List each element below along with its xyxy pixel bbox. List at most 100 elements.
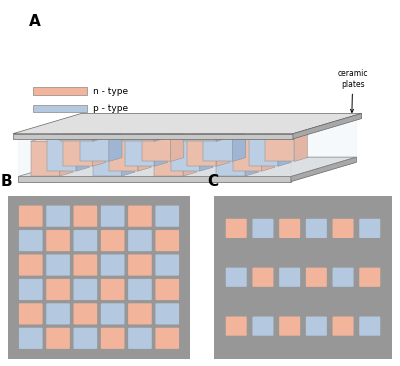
FancyBboxPatch shape xyxy=(101,254,124,276)
FancyBboxPatch shape xyxy=(359,268,380,287)
Polygon shape xyxy=(291,114,356,176)
FancyBboxPatch shape xyxy=(128,328,152,349)
FancyBboxPatch shape xyxy=(279,317,300,336)
Polygon shape xyxy=(76,133,109,137)
Polygon shape xyxy=(31,141,60,176)
FancyBboxPatch shape xyxy=(332,268,354,287)
FancyBboxPatch shape xyxy=(74,279,97,300)
FancyBboxPatch shape xyxy=(306,219,327,238)
FancyBboxPatch shape xyxy=(252,317,274,336)
FancyBboxPatch shape xyxy=(101,328,124,349)
Polygon shape xyxy=(171,120,216,123)
Polygon shape xyxy=(13,134,293,139)
FancyBboxPatch shape xyxy=(156,303,179,325)
FancyBboxPatch shape xyxy=(19,230,42,251)
FancyBboxPatch shape xyxy=(46,303,70,325)
Polygon shape xyxy=(187,124,200,132)
FancyBboxPatch shape xyxy=(156,254,179,276)
Polygon shape xyxy=(204,120,216,127)
Polygon shape xyxy=(171,123,184,161)
Text: A: A xyxy=(29,14,41,29)
Polygon shape xyxy=(138,133,171,137)
Polygon shape xyxy=(138,132,151,171)
Polygon shape xyxy=(18,176,291,182)
FancyBboxPatch shape xyxy=(101,279,124,300)
Polygon shape xyxy=(187,132,216,166)
Polygon shape xyxy=(64,128,106,132)
FancyBboxPatch shape xyxy=(252,268,274,287)
Polygon shape xyxy=(125,124,138,132)
FancyBboxPatch shape xyxy=(19,303,42,325)
Polygon shape xyxy=(80,123,122,127)
FancyBboxPatch shape xyxy=(74,230,97,251)
Polygon shape xyxy=(216,124,262,128)
Text: C: C xyxy=(207,174,218,189)
Polygon shape xyxy=(80,127,109,161)
Text: B: B xyxy=(1,174,12,189)
Polygon shape xyxy=(171,129,184,137)
Polygon shape xyxy=(92,124,138,128)
FancyBboxPatch shape xyxy=(74,254,97,276)
Polygon shape xyxy=(184,134,229,138)
Polygon shape xyxy=(232,120,278,123)
Polygon shape xyxy=(76,129,122,133)
FancyBboxPatch shape xyxy=(74,303,97,325)
Polygon shape xyxy=(47,132,89,137)
Polygon shape xyxy=(60,138,92,141)
FancyBboxPatch shape xyxy=(279,268,300,287)
FancyBboxPatch shape xyxy=(19,279,42,300)
Polygon shape xyxy=(249,124,262,132)
Polygon shape xyxy=(76,132,89,171)
Polygon shape xyxy=(294,123,308,161)
Polygon shape xyxy=(184,138,216,141)
Polygon shape xyxy=(204,127,232,161)
FancyBboxPatch shape xyxy=(19,328,42,349)
FancyBboxPatch shape xyxy=(74,206,97,227)
Text: electrical
connectors: electrical connectors xyxy=(149,140,221,163)
Polygon shape xyxy=(262,132,275,171)
Polygon shape xyxy=(265,127,294,161)
FancyBboxPatch shape xyxy=(128,303,152,325)
FancyBboxPatch shape xyxy=(101,206,124,227)
Polygon shape xyxy=(184,138,196,176)
Polygon shape xyxy=(154,141,184,176)
Polygon shape xyxy=(13,113,362,134)
FancyBboxPatch shape xyxy=(46,230,70,251)
FancyBboxPatch shape xyxy=(306,268,327,287)
FancyBboxPatch shape xyxy=(226,268,247,287)
Polygon shape xyxy=(154,134,168,141)
Polygon shape xyxy=(60,138,73,176)
Polygon shape xyxy=(122,138,154,141)
Polygon shape xyxy=(92,138,135,141)
Text: p - type: p - type xyxy=(93,104,128,113)
FancyBboxPatch shape xyxy=(128,279,152,300)
Polygon shape xyxy=(216,128,249,132)
Bar xyxy=(33,105,87,112)
Polygon shape xyxy=(92,141,122,176)
Polygon shape xyxy=(109,132,151,137)
FancyBboxPatch shape xyxy=(226,219,247,238)
Polygon shape xyxy=(200,129,246,133)
FancyBboxPatch shape xyxy=(19,206,42,227)
Polygon shape xyxy=(125,128,168,132)
Polygon shape xyxy=(142,123,184,127)
Polygon shape xyxy=(18,157,356,176)
Polygon shape xyxy=(18,133,291,176)
Polygon shape xyxy=(142,120,155,127)
Polygon shape xyxy=(125,132,154,166)
Polygon shape xyxy=(109,137,138,171)
Polygon shape xyxy=(249,132,278,166)
Polygon shape xyxy=(138,129,184,133)
Polygon shape xyxy=(232,123,265,127)
Polygon shape xyxy=(293,113,362,139)
Polygon shape xyxy=(171,137,200,171)
FancyBboxPatch shape xyxy=(128,206,152,227)
FancyBboxPatch shape xyxy=(226,317,247,336)
Polygon shape xyxy=(154,124,200,128)
Polygon shape xyxy=(200,132,213,171)
Polygon shape xyxy=(171,123,204,127)
FancyBboxPatch shape xyxy=(101,303,124,325)
Polygon shape xyxy=(142,127,171,161)
FancyBboxPatch shape xyxy=(46,206,70,227)
Polygon shape xyxy=(265,120,278,127)
